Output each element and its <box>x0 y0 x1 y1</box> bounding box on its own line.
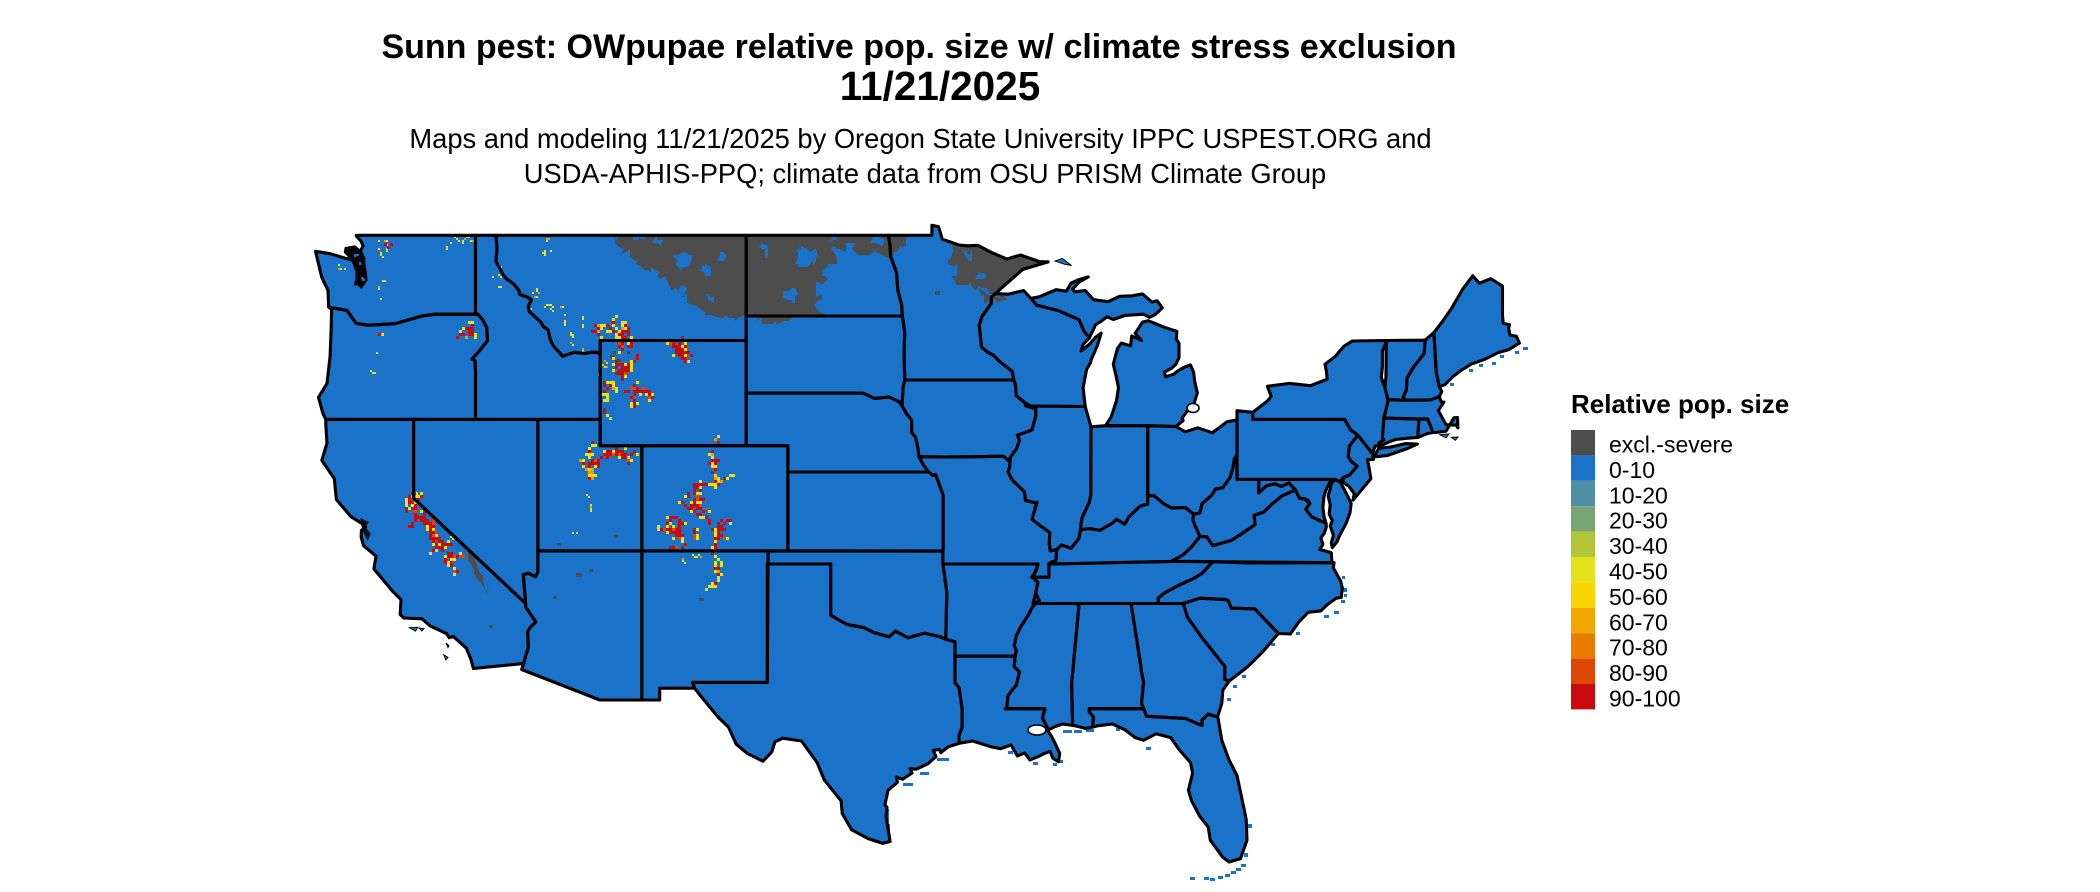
svg-text:60-70: 60-70 <box>1609 609 1668 635</box>
svg-text:30-40: 30-40 <box>1609 533 1668 559</box>
svg-text:USDA-APHIS-PPQ; climate data f: USDA-APHIS-PPQ; climate data from OSU PR… <box>524 158 1326 189</box>
svg-text:20-30: 20-30 <box>1609 508 1668 534</box>
svg-text:0-10: 0-10 <box>1609 457 1655 483</box>
svg-text:80-90: 80-90 <box>1609 660 1668 686</box>
svg-text:10-20: 10-20 <box>1609 482 1668 508</box>
svg-text:Sunn pest: OWpupae relative po: Sunn pest: OWpupae relative pop. size w/… <box>381 28 1456 66</box>
svg-text:70-80: 70-80 <box>1609 635 1668 661</box>
svg-text:40-50: 40-50 <box>1609 559 1668 585</box>
svg-text:Maps and modeling 11/21/2025 b: Maps and modeling 11/21/2025 by Oregon S… <box>409 123 1431 154</box>
svg-text:50-60: 50-60 <box>1609 584 1668 610</box>
svg-text:excl.-severe: excl.-severe <box>1609 432 1733 458</box>
svg-text:90-100: 90-100 <box>1609 686 1681 712</box>
svg-text:Relative pop. size: Relative pop. size <box>1571 389 1789 419</box>
svg-text:11/21/2025: 11/21/2025 <box>840 63 1040 109</box>
